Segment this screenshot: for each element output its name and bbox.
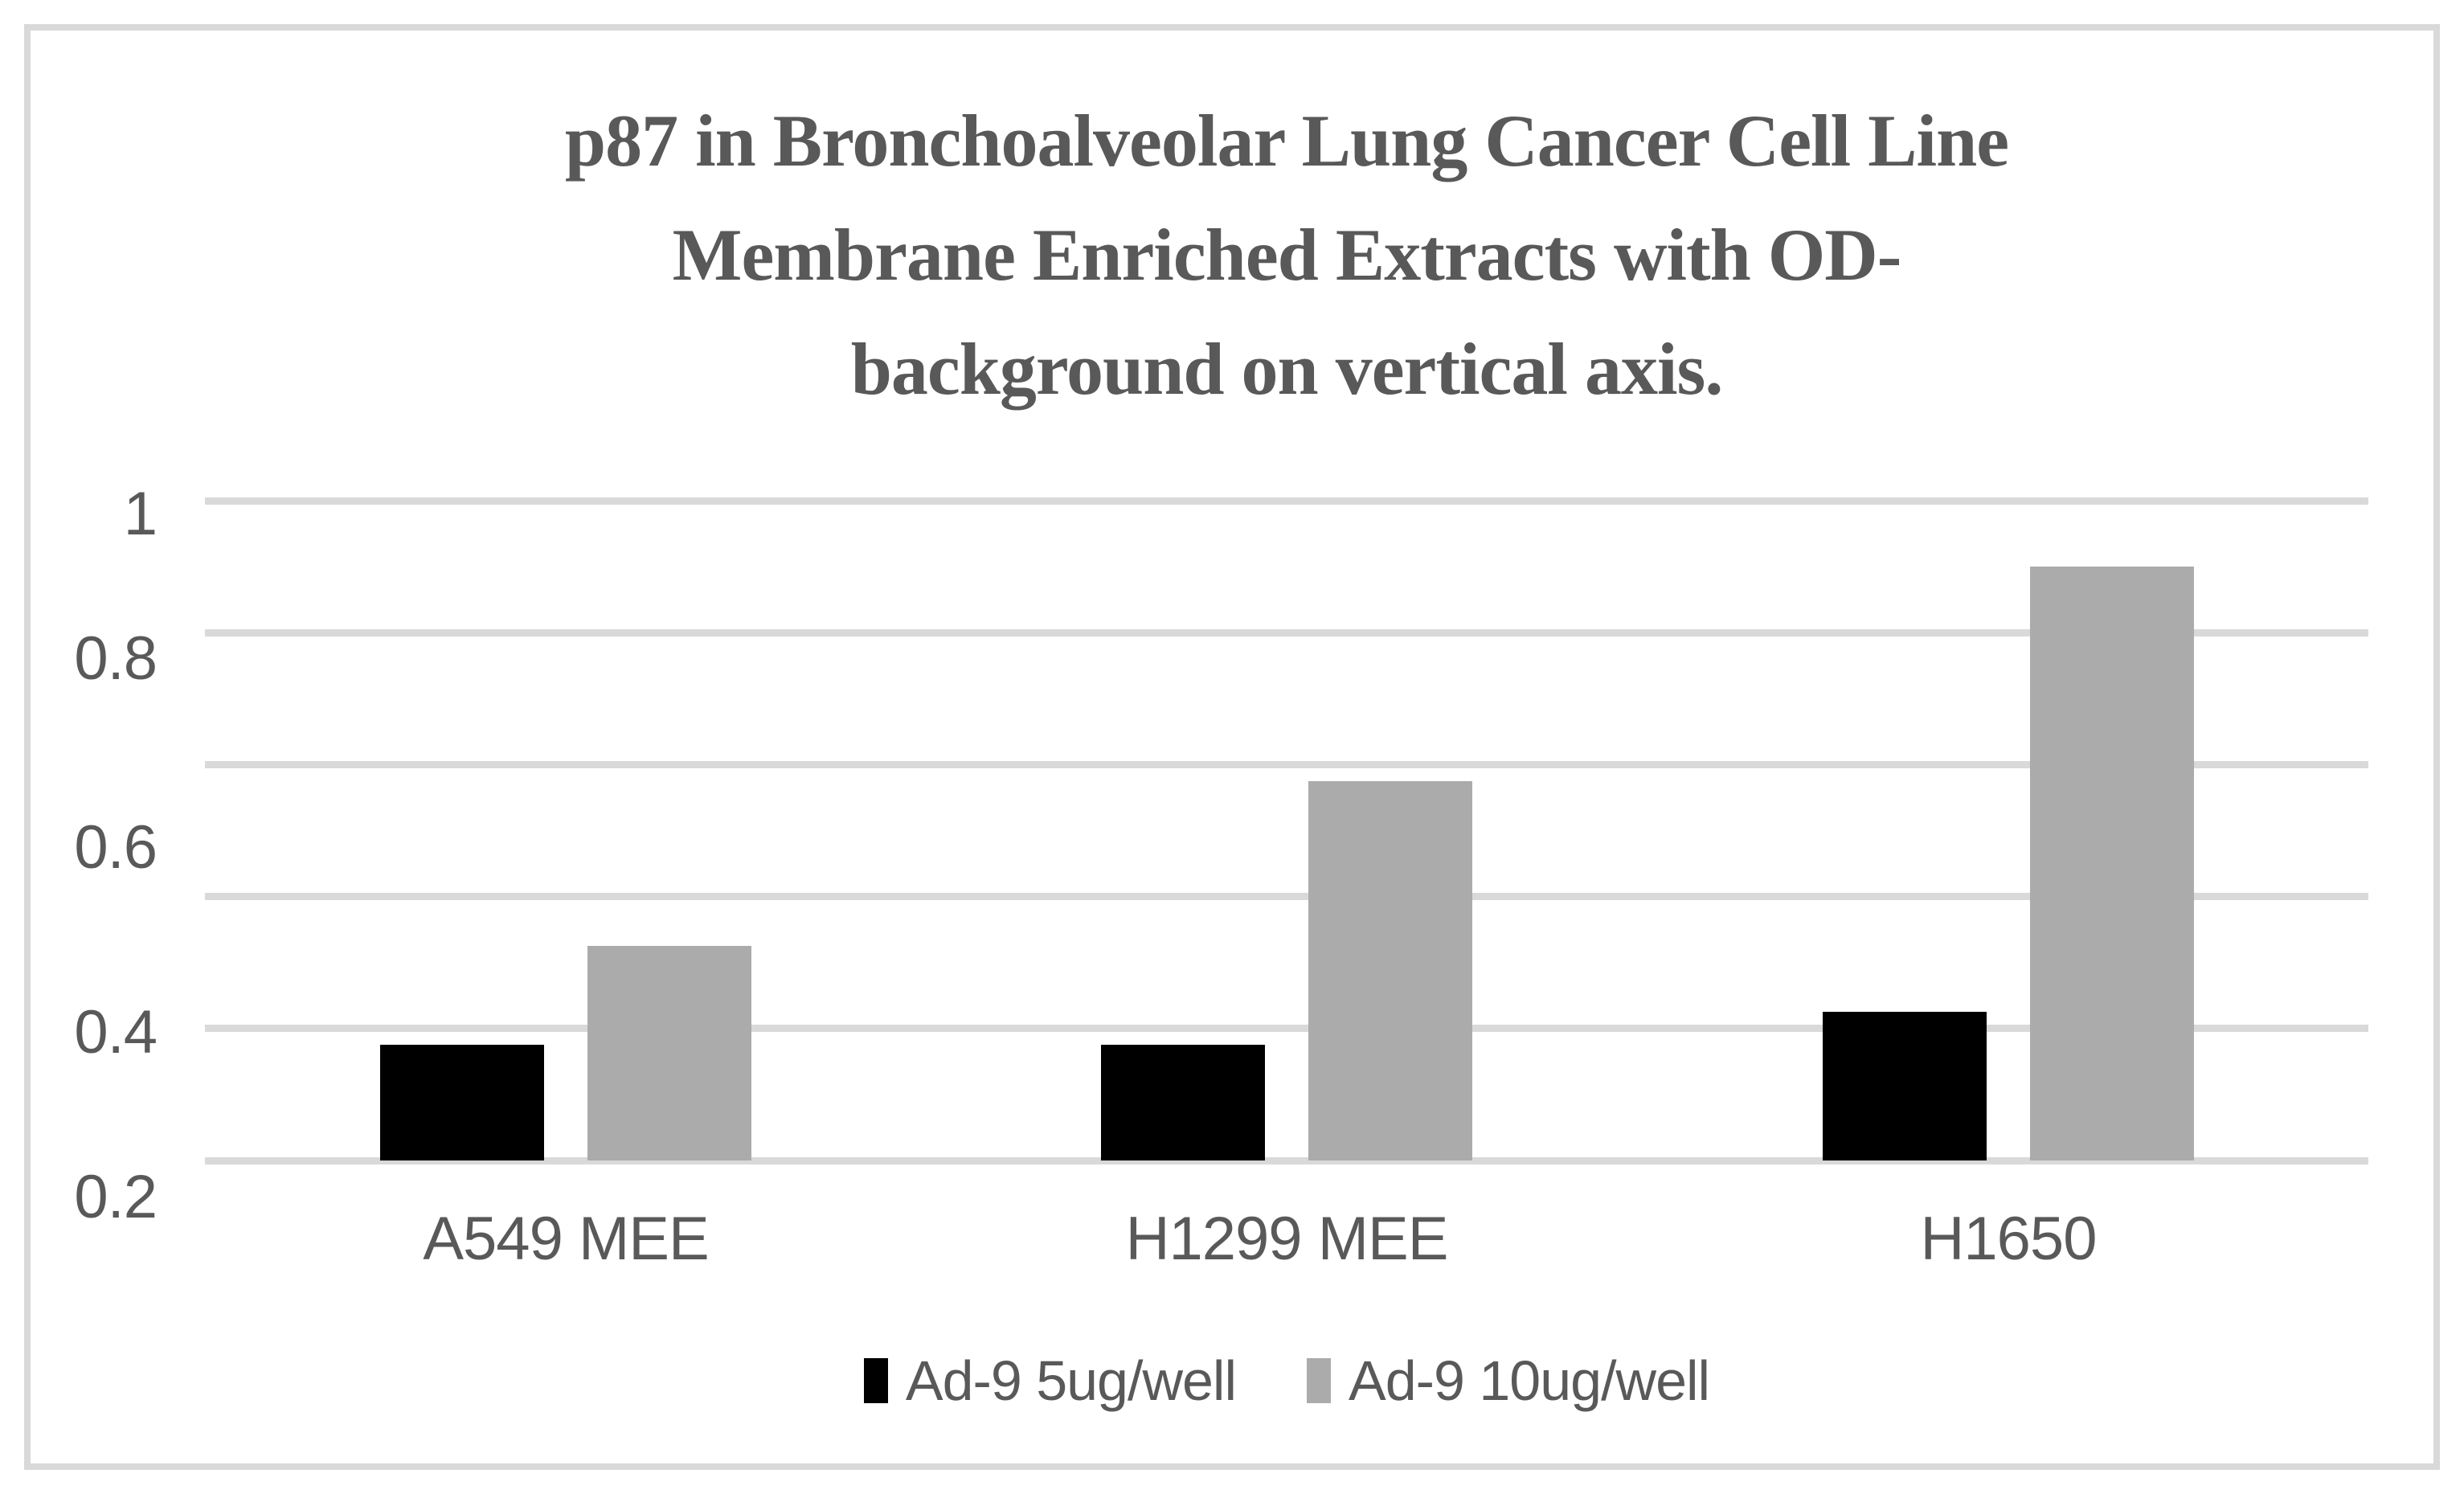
bar-ad9-5ug xyxy=(1823,1012,1987,1160)
figure-border xyxy=(24,24,2440,1470)
legend-label: Ad-9 10ug/well xyxy=(1349,1349,1710,1412)
legend-label: Ad-9 5ug/well xyxy=(905,1349,1237,1412)
category-label: H1650 xyxy=(1920,1205,2098,1273)
gridline xyxy=(205,629,2368,636)
bar-ad9-5ug xyxy=(380,1045,544,1160)
gridline xyxy=(205,1157,2368,1165)
bar-ad9-10ug xyxy=(587,946,751,1160)
gridline xyxy=(205,893,2368,900)
bar-ad9-5ug xyxy=(1101,1045,1265,1160)
bar-ad9-10ug xyxy=(2030,567,2194,1160)
chart-title-line-1: p87 in Bronchoalveolar Lung Cancer Cell … xyxy=(564,100,2009,182)
y-axis-tick-label: 0.8 xyxy=(74,624,158,693)
chart-title: p87 in Bronchoalveolar Lung Cancer Cell … xyxy=(205,84,2368,426)
legend: Ad-9 5ug/well Ad-9 10ug/well xyxy=(205,1349,2368,1413)
y-axis-tick-label: 1 xyxy=(123,480,158,548)
gridline xyxy=(205,497,2368,505)
y-axis-tick-label: 0.6 xyxy=(74,813,158,882)
bar-ad9-10ug xyxy=(1308,781,1472,1160)
y-axis-tick-label: 0.4 xyxy=(74,998,158,1066)
gridline xyxy=(205,1025,2368,1032)
category-label: H1299 MEE xyxy=(1125,1205,1449,1273)
legend-item: Ad-9 5ug/well xyxy=(863,1349,1237,1413)
y-axis-tick-label: 0.2 xyxy=(74,1163,158,1231)
legend-item: Ad-9 10ug/well xyxy=(1307,1349,1710,1413)
chart-title-line-2: Membrane Enriched Extracts with OD- xyxy=(672,214,1902,296)
category-label: A549 MEE xyxy=(423,1205,709,1273)
legend-swatch-ad9-10ug xyxy=(1307,1358,1332,1403)
legend-swatch-ad9-5ug xyxy=(863,1358,888,1403)
gridline xyxy=(205,761,2368,768)
chart-title-line-3: background on vertical axis. xyxy=(850,328,1724,410)
